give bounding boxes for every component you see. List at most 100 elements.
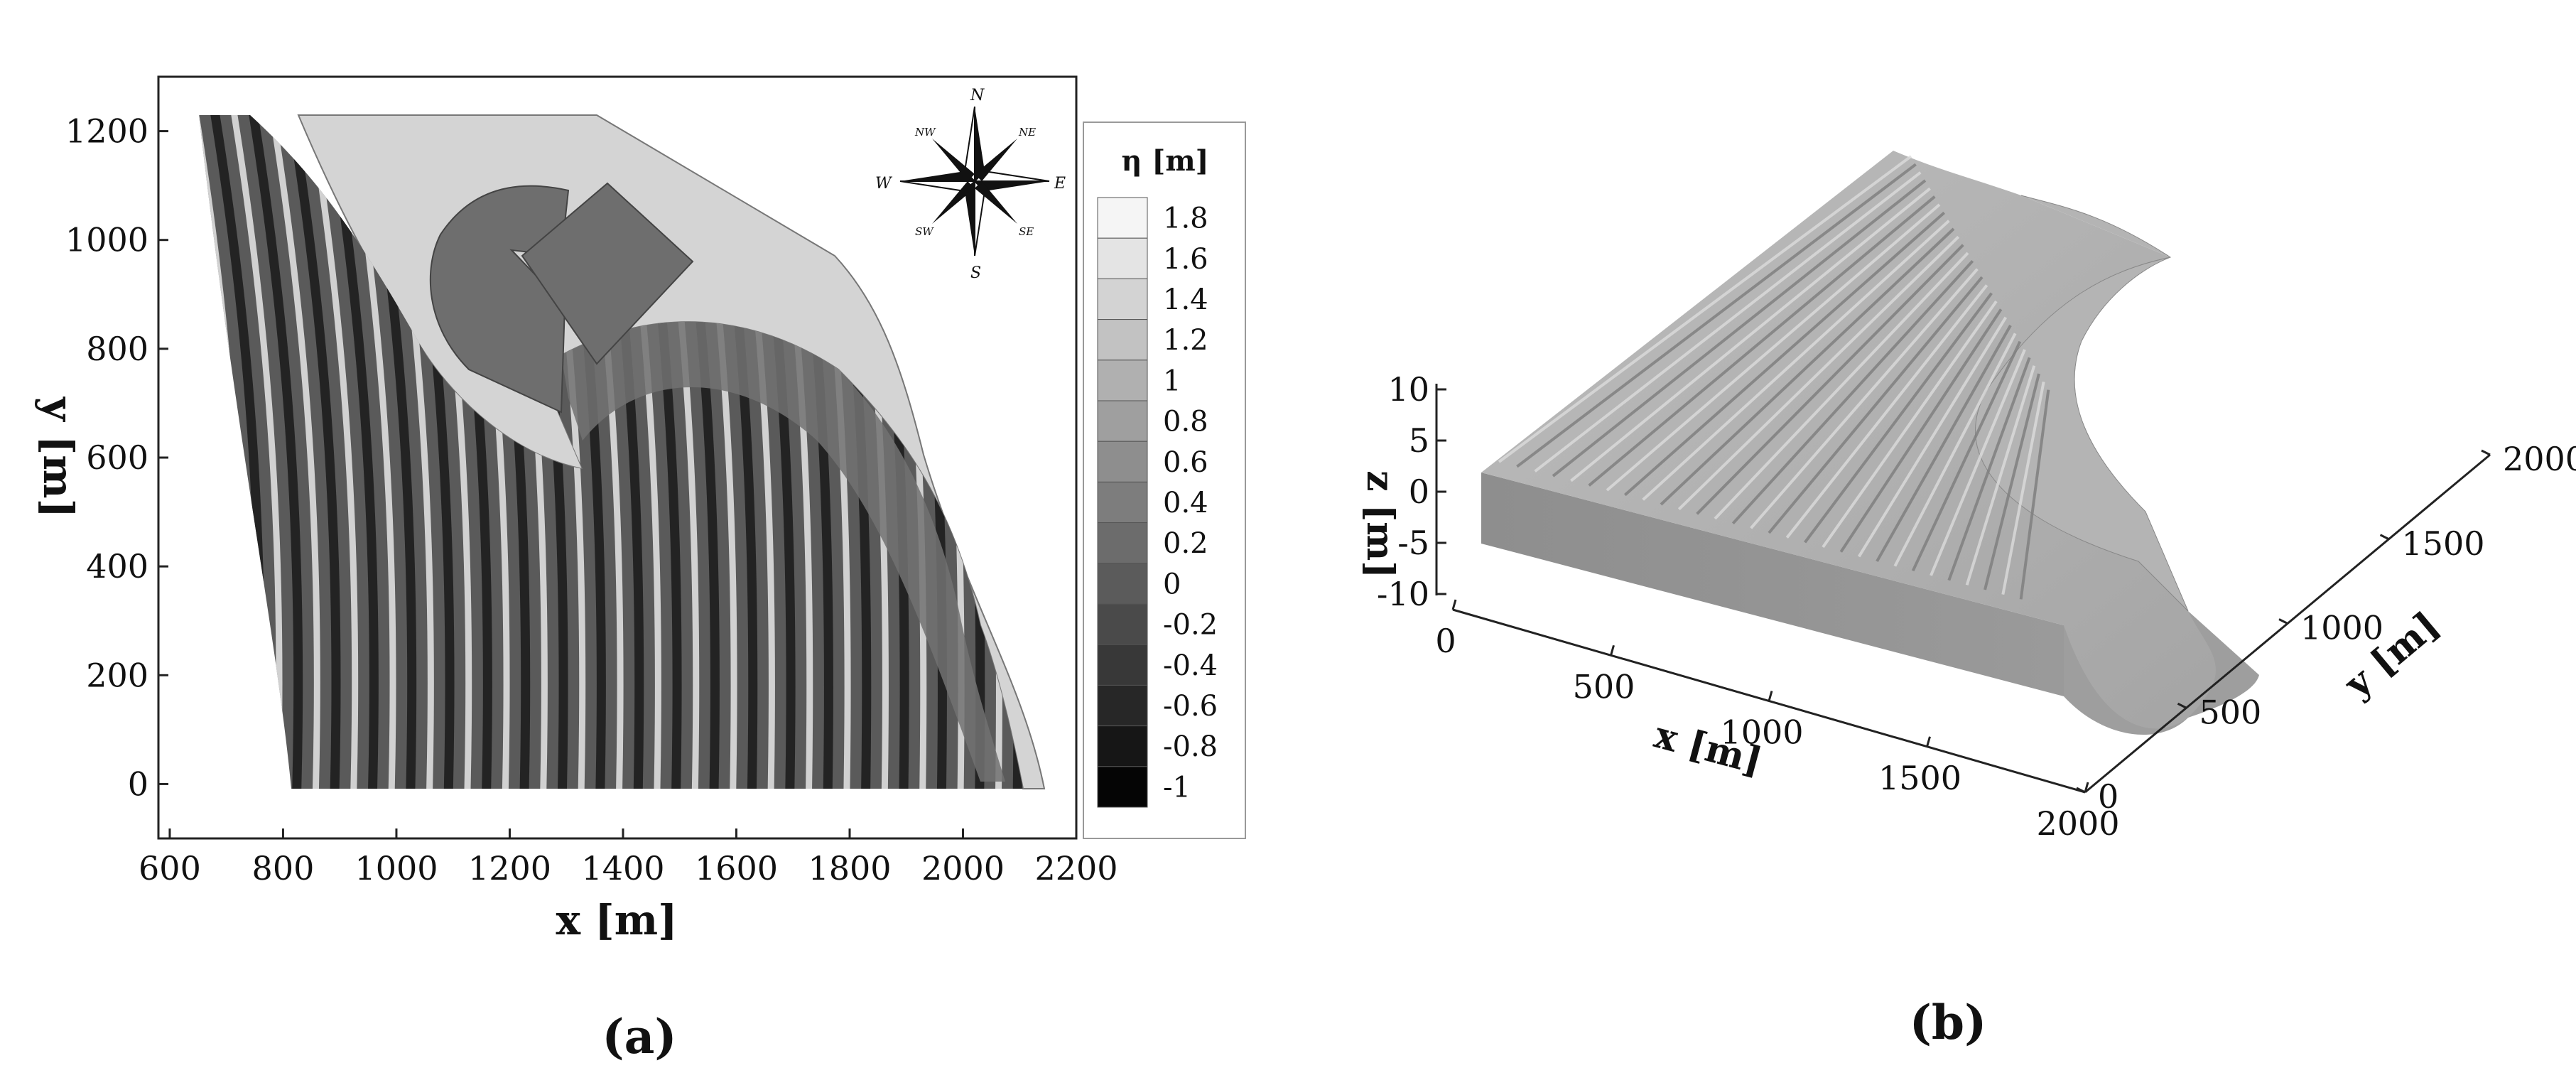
a-x-tick-label: 1000 — [355, 849, 438, 887]
surface-ridge-line — [2001, 381, 2045, 595]
surface-ridge-line — [1930, 349, 2026, 576]
colorbar-swatch — [1097, 278, 1148, 320]
b-y-tick-label: 0 — [2098, 777, 2118, 816]
colorbar-level-label: -0.6 — [1163, 690, 1218, 723]
surface-ridge-line — [1911, 340, 2022, 572]
surface-ridge-line — [1750, 268, 1979, 529]
surface-ridge-line — [1696, 244, 1964, 515]
surface-ridge-line — [2019, 389, 2050, 600]
compass-w-label: W — [875, 175, 893, 193]
colorbar-level-label: 1 — [1163, 365, 1181, 397]
colorbar-level-label: -0.2 — [1163, 609, 1218, 642]
compass-s-label: S — [970, 264, 981, 282]
colorbar-swatch — [1097, 481, 1148, 524]
a-x-tick-label: 1200 — [468, 849, 551, 887]
b-x-tick-mark — [2084, 782, 2089, 793]
colorbar-level-label: -0.8 — [1163, 730, 1218, 763]
a-x-tick-label: 2200 — [1034, 849, 1117, 887]
surface-ridge-line — [1839, 308, 2003, 553]
colorbar-level-label: 1.6 — [1163, 243, 1208, 276]
panel-a-x-ticks: 600 800 1000 1200 1400 1600 1800 2000 2200 — [139, 828, 1118, 887]
colorbar-level-label: 1.4 — [1163, 284, 1208, 316]
surface-ridge-line — [1857, 316, 2008, 558]
panel-a-y-axis-label: y [m] — [34, 396, 82, 518]
colorbar-swatch — [1097, 237, 1148, 279]
surface-ridge-line — [1893, 333, 2017, 567]
b-x-tick-mark — [1451, 599, 1457, 610]
colorbar: 1.8 1.6 1.4 1.2 1 0.8 0.6 0.4 0.2 0 -0.2 -0.4 -0.6 -0… — [1097, 197, 1218, 808]
colorbar-swatch — [1097, 766, 1148, 808]
surface-ridge-line — [1677, 235, 1960, 511]
b-z-tick-label: -10 — [1377, 575, 1429, 613]
b-y-tick-label: 2000 — [2503, 440, 2576, 478]
b-y-tick-mark — [2177, 702, 2187, 709]
b-x-tick-label: 1000 — [1720, 713, 1803, 752]
panel-b-z-ticks: 10 5 0 -5 -10 — [1377, 370, 1446, 613]
panel-a-heatmap: N S E W NE NW SE SW 600 800 1000 1200 1400 16… — [34, 75, 1246, 1064]
colorbar-swatch — [1097, 400, 1148, 442]
panel-b-surface: 10 5 0 -5 -10 0 500 1000 1500 2000 0 500 1000 1500 2… — [1358, 151, 2576, 1050]
surface-ridge-line — [1768, 276, 1984, 534]
b-x-tick-mark — [1610, 644, 1615, 656]
surface-ridge-line — [1785, 284, 1988, 539]
surface-ridge-line — [1984, 373, 2040, 590]
colorbar-swatch — [1097, 603, 1148, 645]
b-y-tick-label: 500 — [2199, 693, 2262, 731]
b-z-tick-label: 10 — [1387, 370, 1429, 409]
surface-ridges — [1498, 155, 2050, 600]
colorbar-level-label: 0.8 — [1163, 406, 1208, 438]
surface-ridge-line — [1804, 292, 1993, 544]
colorbar-level-label: 0.4 — [1163, 487, 1208, 519]
colorbar-swatch — [1097, 725, 1148, 767]
surface-ridge-line — [1642, 220, 1950, 501]
compass-se-label: SE — [1019, 225, 1034, 238]
surface-ridge-line — [1516, 163, 1917, 468]
compass-sw-label: SW — [915, 225, 934, 238]
bay-wave-region — [561, 322, 1005, 782]
a-x-tick-label: 1400 — [581, 849, 664, 887]
b-y-tick-mark — [2481, 449, 2491, 456]
surface-front-wall — [1481, 473, 2064, 696]
wave-crest-line — [229, 115, 283, 789]
panel-a-x-axis-label: x [m] — [556, 896, 677, 944]
wave-crest-line — [268, 115, 320, 789]
colorbar-title: η [m] — [1121, 144, 1208, 178]
panel-a-caption: (a) — [602, 1009, 676, 1064]
a-x-tick-label: 1600 — [695, 849, 778, 887]
compass-rose: N S E W NE NW SE SW — [875, 87, 1066, 282]
b-z-tick-label: -5 — [1397, 524, 1429, 562]
surface-ridge-line — [1876, 325, 2012, 562]
surface-ridge-line — [1714, 252, 1969, 520]
b-y-tick-mark — [2379, 534, 2390, 541]
colorbar-swatch — [1097, 441, 1148, 482]
colorbar-level-label: 0.2 — [1163, 527, 1208, 560]
colorbar-level-label: 0.6 — [1163, 446, 1208, 479]
colorbar-swatch — [1097, 360, 1148, 401]
wave-crest-line — [247, 115, 303, 789]
a-y-tick-label: 600 — [86, 438, 148, 477]
b-y-tick-mark — [2278, 618, 2288, 625]
a-x-tick-label: 600 — [139, 849, 201, 887]
colorbar-swatch — [1097, 684, 1148, 727]
b-y-tick-label: 1500 — [2402, 524, 2485, 563]
b-x-tick-label: 2000 — [2036, 804, 2119, 843]
a-y-tick-label: 800 — [86, 330, 148, 368]
panel-b-z-axis-label: z [m] — [1358, 470, 1402, 578]
surface-ridge-line — [1552, 179, 1927, 477]
colorbar-swatch — [1097, 197, 1148, 239]
surface-ridge-line — [1534, 171, 1922, 473]
surface-ridge-line — [1606, 203, 1941, 492]
colorbar-level-label: 0 — [1163, 568, 1181, 600]
colorbar-swatch — [1097, 563, 1148, 605]
a-y-tick-label: 200 — [86, 656, 148, 694]
surface-ridge-line — [1965, 365, 2036, 585]
a-y-tick-label: 1000 — [65, 221, 148, 259]
colorbar-level-label: 1.8 — [1163, 203, 1208, 235]
a-x-tick-label: 1800 — [808, 849, 891, 887]
panel-b-x-ticks: 0 500 1000 1500 2000 — [1435, 599, 2120, 843]
colorbar-swatch — [1097, 522, 1148, 564]
colorbar-level-label: -1 — [1163, 771, 1191, 804]
surface-ridge-line — [1498, 155, 1912, 463]
compass-ne-label: NE — [1018, 126, 1036, 139]
